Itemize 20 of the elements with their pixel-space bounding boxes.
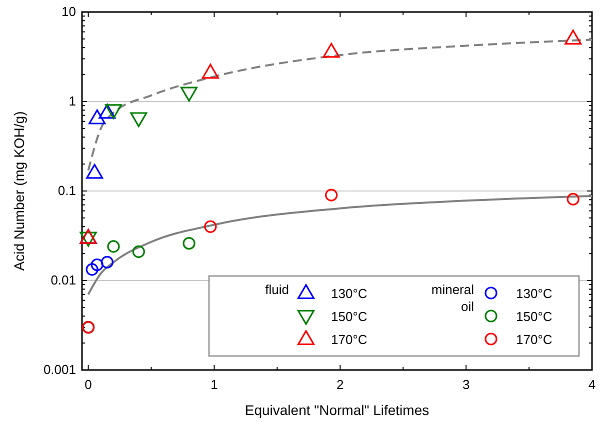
x-axis-title: Equivalent "Normal" Lifetimes [244, 402, 430, 418]
y-tick-label: 10 [62, 4, 76, 20]
x-tick-label: 0 [84, 377, 92, 392]
y-tick-label: 0.001 [43, 362, 76, 378]
legend-label: 170°C [516, 332, 552, 347]
annotation: fluid [265, 282, 289, 297]
x-tick-label: 2 [336, 377, 344, 392]
legend-label: 170°C [331, 332, 368, 347]
y-tick-label: 0.01 [50, 272, 76, 288]
legend-label: 130°C [516, 286, 552, 301]
legend-label: 150°C [331, 309, 368, 324]
y-axis-title: Acid Number (mg KOH/g) [11, 111, 27, 271]
x-tick-label: 1 [210, 377, 218, 392]
legend-label: 150°C [516, 309, 552, 324]
y-tick-label: 0.1 [58, 183, 76, 198]
y-tick-label: 1 [68, 94, 76, 109]
x-tick-label: 3 [462, 377, 470, 392]
annotation: mineral oil [431, 282, 474, 314]
x-tick-label: 4 [588, 377, 596, 392]
legend-label: 130°C [331, 286, 368, 301]
